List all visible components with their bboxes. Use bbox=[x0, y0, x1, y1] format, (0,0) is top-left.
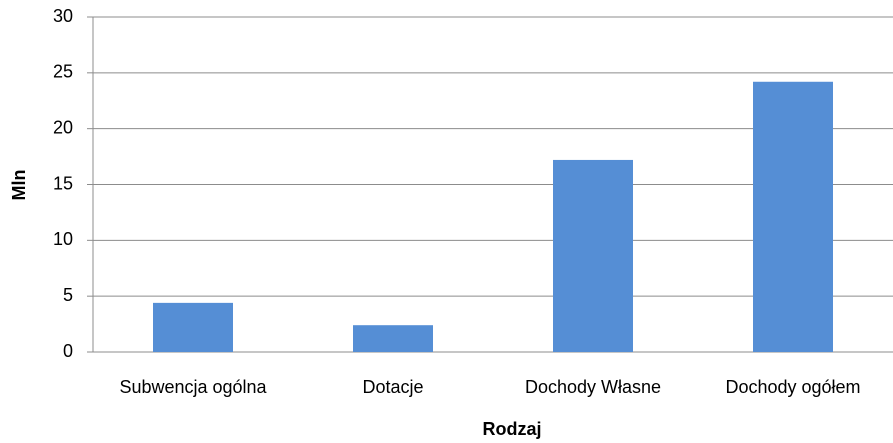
bar bbox=[353, 325, 433, 352]
y-tick-label: 25 bbox=[53, 62, 73, 82]
y-tick-label: 20 bbox=[53, 117, 73, 137]
bar bbox=[553, 159, 633, 352]
x-tick-label: Dochody Własne bbox=[525, 377, 661, 397]
x-tick-label: Dotacje bbox=[362, 377, 423, 397]
y-axis-title: Mln bbox=[9, 170, 29, 201]
x-tick-label: Subwencja ogólna bbox=[119, 377, 267, 397]
y-tick-label: 15 bbox=[53, 173, 73, 193]
y-tick-label: 5 bbox=[63, 285, 73, 305]
y-tick-label: 0 bbox=[63, 341, 73, 361]
bar bbox=[753, 81, 833, 353]
x-tick-label: Dochody ogółem bbox=[725, 377, 860, 397]
x-axis-title: Rodzaj bbox=[482, 419, 541, 439]
bar bbox=[153, 302, 233, 352]
y-tick-label: 30 bbox=[53, 6, 73, 26]
y-tick-label: 10 bbox=[53, 229, 73, 249]
